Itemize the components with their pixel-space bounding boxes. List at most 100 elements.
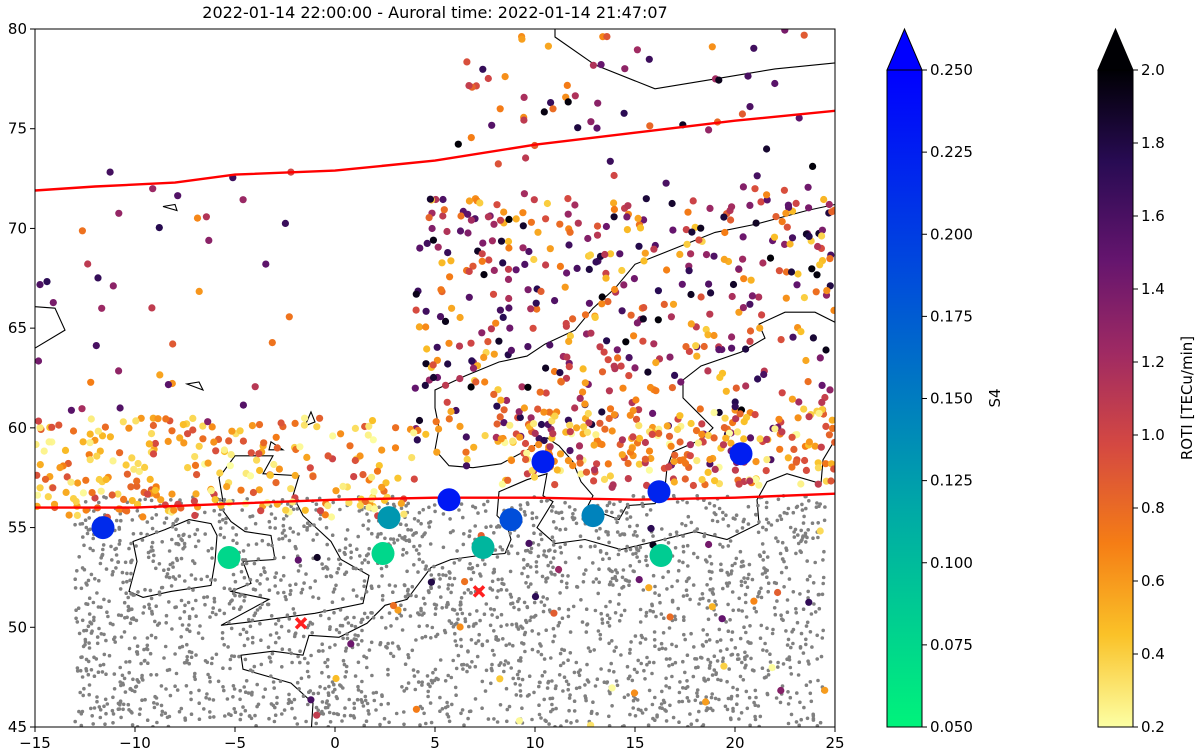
- grey-point: [700, 592, 705, 596]
- grey-point: [453, 639, 458, 643]
- s4-colorbar-ticks: 0.0500.0750.1000.1250.1500.1750.2000.225…: [922, 61, 973, 736]
- grey-point: [73, 522, 77, 527]
- grey-point: [513, 682, 518, 686]
- grey-point: [450, 702, 454, 707]
- grey-point: [192, 561, 197, 566]
- grey-point: [480, 643, 485, 648]
- grey-point: [251, 587, 256, 591]
- grey-point: [551, 504, 555, 509]
- roti-point: [818, 232, 826, 240]
- roti-point: [676, 438, 684, 446]
- grey-point: [375, 535, 380, 539]
- grey-point: [577, 685, 582, 690]
- grey-point: [542, 697, 546, 702]
- grey-point: [389, 537, 393, 541]
- grey-point: [729, 571, 733, 576]
- colorbar-tick-label: 1.8: [1141, 134, 1165, 152]
- grey-point: [243, 690, 248, 694]
- grey-point: [490, 579, 495, 584]
- grey-point: [179, 598, 184, 603]
- grey-point: [369, 640, 374, 645]
- roti-point: [86, 430, 94, 438]
- grey-point: [393, 584, 398, 588]
- grey-point: [537, 684, 541, 689]
- grey-point: [149, 596, 154, 601]
- grey-point: [185, 627, 189, 632]
- grey-point: [238, 632, 243, 637]
- grey-point: [374, 690, 379, 695]
- roti-point: [604, 356, 612, 364]
- roti-point: [467, 339, 475, 347]
- grey-point: [624, 578, 629, 582]
- grey-point: [427, 505, 431, 510]
- grey-point: [561, 689, 565, 693]
- grey-point: [460, 663, 464, 667]
- roti-point: [272, 433, 280, 441]
- grey-point: [468, 529, 472, 533]
- grey-point: [816, 678, 820, 683]
- roti-point: [775, 267, 784, 275]
- grey-point: [364, 719, 369, 723]
- roti-point: [123, 507, 131, 515]
- roti-point: [174, 192, 182, 200]
- grey-point: [462, 532, 466, 536]
- grey-point: [428, 520, 433, 524]
- grey-point: [159, 703, 164, 708]
- roti-point: [490, 350, 498, 358]
- x-tick-label: 10: [525, 734, 544, 752]
- roti-point: [742, 345, 750, 353]
- grey-point: [411, 668, 416, 672]
- roti-point: [574, 219, 582, 227]
- grey-point: [275, 695, 279, 700]
- roti-point: [576, 454, 584, 462]
- roti-point: [704, 468, 712, 476]
- grey-point: [461, 542, 466, 547]
- roti-point: [149, 185, 157, 193]
- grey-point: [677, 699, 681, 704]
- grey-point: [359, 620, 363, 625]
- grey-point: [343, 546, 348, 550]
- grey-point: [806, 589, 810, 594]
- roti-point: [702, 251, 711, 259]
- grey-point: [401, 547, 406, 552]
- roti-point: [569, 462, 577, 470]
- grey-point: [74, 616, 78, 621]
- roti-point: [707, 289, 715, 297]
- grey-point: [456, 653, 461, 658]
- grey-point: [537, 703, 541, 707]
- grey-point: [675, 500, 680, 504]
- grey-point: [510, 622, 514, 627]
- grey-point: [437, 572, 441, 577]
- grey-point: [423, 602, 427, 606]
- grey-point: [686, 564, 690, 568]
- grey-point: [817, 606, 822, 611]
- grey-point: [703, 679, 708, 683]
- grey-point: [568, 630, 573, 634]
- grey-point: [269, 674, 273, 678]
- grey-point: [307, 674, 311, 679]
- grey-point: [119, 635, 124, 639]
- roti-point: [630, 332, 638, 340]
- grey-point: [123, 690, 128, 694]
- grey-point: [309, 653, 313, 658]
- grey-point: [269, 660, 273, 664]
- grey-point: [255, 704, 259, 709]
- grey-point: [644, 614, 648, 618]
- grey-point: [633, 530, 637, 534]
- grey-point: [607, 500, 612, 505]
- grey-point: [726, 696, 731, 701]
- roti-point: [465, 293, 473, 301]
- grey-point: [137, 680, 141, 684]
- grey-point: [91, 548, 95, 553]
- roti-point: [122, 461, 130, 469]
- grey-point: [197, 717, 202, 721]
- grey-point: [725, 679, 729, 684]
- roti-point: [109, 457, 117, 465]
- roti-point: [202, 213, 210, 221]
- grey-point: [136, 590, 140, 594]
- grey-point: [788, 695, 793, 700]
- grey-point: [466, 588, 471, 592]
- grey-point: [268, 633, 273, 637]
- grey-point: [805, 577, 810, 582]
- grey-point: [353, 624, 358, 629]
